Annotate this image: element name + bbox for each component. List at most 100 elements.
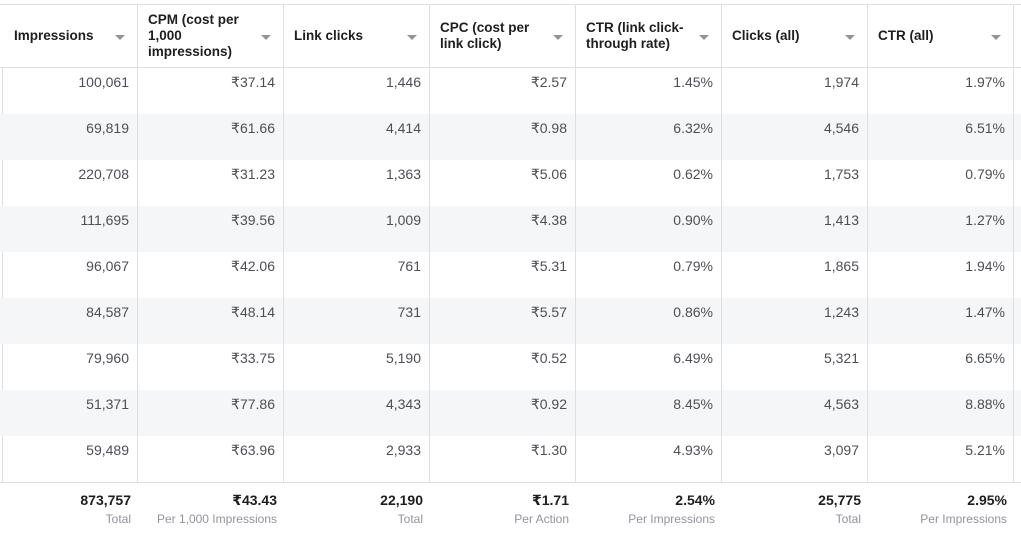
cell-cpc: ₹5.06: [530, 166, 567, 182]
column-header-ctr-link[interactable]: CTR (link click-through rate): [576, 5, 722, 67]
total-caption: Per Action: [514, 512, 569, 526]
column-divider: [283, 68, 284, 546]
total-value: 25,775: [818, 492, 861, 508]
sort-dropdown-icon[interactable]: [845, 35, 855, 40]
cell-ctr-link: 6.32%: [673, 120, 713, 136]
cell-cpc: ₹4.38: [530, 212, 567, 228]
cell-impressions: 59,489: [86, 442, 129, 458]
cell-ctr-link: 8.45%: [673, 396, 713, 412]
total-cpc: ₹1.71 Per Action: [430, 483, 569, 526]
sort-dropdown-icon[interactable]: [553, 35, 563, 40]
cell-clicks-all: 4,563: [823, 396, 859, 412]
table-left-border: [2, 4, 3, 546]
column-header-ctr-all[interactable]: CTR (all): [868, 5, 1014, 67]
cell-link-clicks: 5,190: [385, 350, 421, 366]
cell-impressions: 96,067: [86, 258, 129, 274]
column-header-cpc[interactable]: CPC (cost per link click): [430, 5, 576, 67]
table-row: 84,587 ₹48.14 731 ₹5.57 0.86% 1,243 1.47%: [0, 298, 1021, 344]
column-header-clicks-all[interactable]: Clicks (all): [722, 5, 868, 67]
cell-ctr-link: 0.86%: [673, 304, 713, 320]
column-divider: [575, 68, 576, 546]
cell-cpc: ₹0.98: [530, 120, 567, 136]
cell-impressions: 51,371: [86, 396, 129, 412]
sort-dropdown-icon[interactable]: [991, 35, 1001, 40]
table-row: 111,695 ₹39.56 1,009 ₹4.38 0.90% 1,413 1.27%: [0, 206, 1021, 252]
total-cpm: ₹43.43 Per 1,000 Impressions: [138, 483, 277, 526]
cell-impressions: 69,819: [86, 120, 129, 136]
table-row: 79,960 ₹33.75 5,190 ₹0.52 6.49% 5,321 6.65%: [0, 344, 1021, 390]
column-divider: [867, 68, 868, 546]
column-header-label: Clicks (all): [732, 28, 800, 43]
cell-cpm: ₹31.23: [231, 166, 275, 182]
table-row: 59,489 ₹63.96 2,933 ₹1.30 4.93% 3,097 5.21%: [0, 436, 1021, 482]
cell-link-clicks: 2,933: [385, 442, 421, 458]
column-header-label: Impressions: [14, 28, 94, 43]
cell-link-clicks: 4,414: [385, 120, 421, 136]
sort-dropdown-icon[interactable]: [699, 35, 709, 40]
cell-ctr-all: 1.27%: [965, 212, 1005, 228]
cell-cpm: ₹42.06: [231, 258, 275, 274]
cell-cpm: ₹39.56: [231, 212, 275, 228]
cell-link-clicks: 731: [397, 304, 421, 320]
cell-ctr-link: 1.45%: [673, 74, 713, 90]
cell-link-clicks: 1,446: [385, 74, 421, 90]
cell-cpc: ₹5.31: [530, 258, 567, 274]
cell-impressions: 111,695: [80, 212, 129, 228]
column-header-impressions[interactable]: Impressions: [4, 5, 138, 67]
cell-impressions: 220,708: [78, 166, 129, 182]
total-caption: Per Impressions: [628, 512, 715, 526]
total-caption: Total: [835, 512, 861, 526]
table-row: 220,708 ₹31.23 1,363 ₹5.06 0.62% 1,753 0.79%: [0, 160, 1021, 206]
column-header-label: Link clicks: [294, 28, 364, 43]
column-header-cpm[interactable]: CPM (cost per 1,000 impressions): [138, 5, 284, 67]
cell-link-clicks: 4,343: [385, 396, 421, 412]
total-caption: Total: [397, 512, 423, 526]
cell-link-clicks: 1,363: [385, 166, 421, 182]
sort-dropdown-icon[interactable]: [261, 35, 271, 40]
cell-clicks-all: 5,321: [823, 350, 859, 366]
column-divider: [721, 68, 722, 546]
total-value: ₹43.43: [232, 492, 277, 508]
cell-ctr-all: 1.94%: [965, 258, 1005, 274]
cell-cpm: ₹33.75: [231, 350, 275, 366]
cell-ctr-all: 5.21%: [965, 442, 1005, 458]
cell-clicks-all: 1,243: [823, 304, 859, 320]
cell-impressions: 84,587: [86, 304, 129, 320]
cell-cpc: ₹0.92: [530, 396, 567, 412]
column-header-label: CTR (all): [878, 28, 934, 43]
sort-dropdown-icon[interactable]: [407, 35, 417, 40]
cell-clicks-all: 3,097: [823, 442, 859, 458]
cell-cpm: ₹77.86: [231, 396, 275, 412]
cell-clicks-all: 1,865: [823, 258, 859, 274]
cell-ctr-all: 6.51%: [965, 120, 1005, 136]
total-clicks-all: 25,775 Total: [722, 483, 861, 526]
cell-impressions: 100,061: [78, 74, 129, 90]
cell-clicks-all: 1,413: [823, 212, 859, 228]
cell-cpc: ₹5.57: [530, 304, 567, 320]
column-header-label: CPM (cost per 1,000 impressions): [148, 12, 239, 59]
column-header-label: CPC (cost per link click): [440, 20, 530, 51]
cell-ctr-all: 1.97%: [965, 74, 1005, 90]
table-totals-row: 873,757 Total ₹43.43 Per 1,000 Impressions 2…: [0, 482, 1021, 546]
total-value: 2.95%: [967, 492, 1007, 508]
total-value: ₹1.71: [532, 492, 569, 508]
total-link-clicks: 22,190 Total: [284, 483, 423, 526]
column-header-link-clicks[interactable]: Link clicks: [284, 5, 430, 67]
total-ctr-link: 2.54% Per Impressions: [576, 483, 715, 526]
cell-ctr-link: 0.79%: [673, 258, 713, 274]
cell-cpm: ₹37.14: [231, 74, 275, 90]
cell-ctr-all: 8.88%: [965, 396, 1005, 412]
cell-cpc: ₹0.52: [530, 350, 567, 366]
table-header-row: Impressions CPM (cost per 1,000 impressio…: [0, 4, 1021, 68]
sort-dropdown-icon[interactable]: [115, 35, 125, 40]
cell-ctr-link: 4.93%: [673, 442, 713, 458]
column-header-label: CTR (link click-through rate): [586, 20, 684, 51]
cell-clicks-all: 1,753: [823, 166, 859, 182]
cell-cpm: ₹48.14: [231, 304, 275, 320]
cell-cpc: ₹1.30: [530, 442, 567, 458]
total-caption: Per 1,000 Impressions: [156, 512, 277, 526]
cell-ctr-all: 0.79%: [965, 166, 1005, 182]
cell-clicks-all: 1,974: [823, 74, 859, 90]
column-divider: [1013, 68, 1014, 546]
cell-cpm: ₹63.96: [231, 442, 275, 458]
